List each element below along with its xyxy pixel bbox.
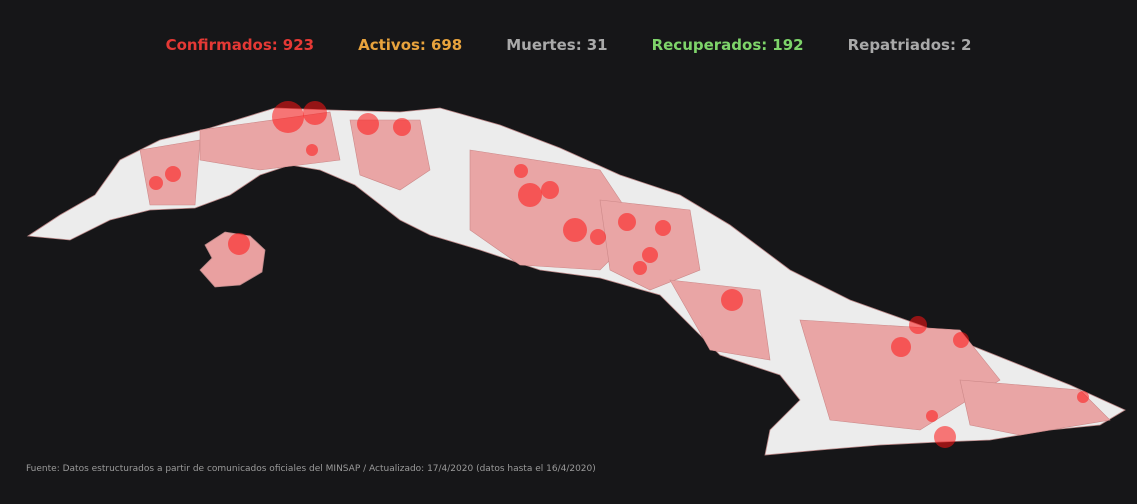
stat-label: Repatriados: — [847, 36, 956, 54]
stat-label: Recuperados: — [651, 36, 768, 54]
stat-value: 31 — [586, 36, 608, 54]
stat-label: Muertes: — [506, 36, 582, 54]
stat: Confirmados: 923 — [166, 36, 315, 54]
stat-value: 2 — [960, 36, 972, 54]
source-note: Fuente: Datos estructurados a partir de … — [26, 464, 596, 474]
stat-value: 192 — [772, 36, 804, 54]
stat: Recuperados: 192 — [652, 36, 804, 54]
affected-regions — [139, 111, 1111, 436]
stat: Muertes: 31 — [506, 36, 607, 54]
stat-label: Activos: — [358, 36, 426, 54]
stat: Repatriados: 2 — [848, 36, 972, 54]
stat: Activos: 698 — [358, 36, 462, 54]
stats-bar: Confirmados: 923 Activos: 698 Muertes: 31 Recu… — [0, 36, 1137, 54]
stat-value: 698 — [430, 36, 463, 54]
stat-label: Confirmados: — [165, 36, 278, 54]
stat-value: 923 — [282, 36, 315, 54]
case-bubbles — [149, 101, 1089, 448]
